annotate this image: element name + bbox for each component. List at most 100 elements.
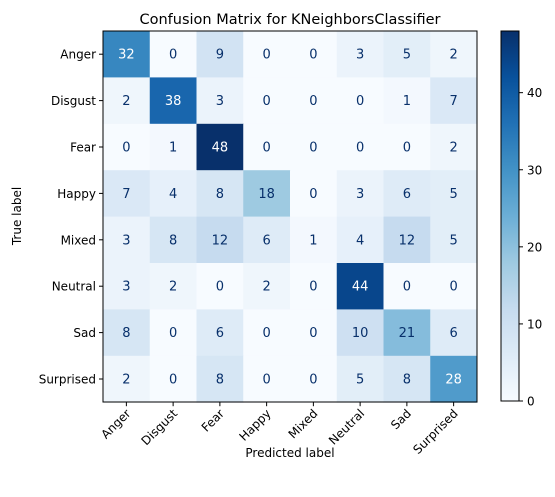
cell-value-label: 2 [122,94,130,109]
heatmap-cell [149,77,197,125]
cell-value-label: 28 [445,373,462,388]
heatmap-cell [196,355,244,403]
cell-value-label: 0 [309,280,317,295]
cell-value-label: 0 [309,326,317,341]
heatmap-cell [290,216,338,264]
x-tick-label: Happy [236,406,273,443]
cell-value-label: 0 [309,94,317,109]
heatmap-cell [290,123,338,171]
cell-value-label: 5 [449,187,457,202]
cell-value-label: 0 [403,280,411,295]
heatmap-cell [290,355,338,403]
cell-value-label: 2 [449,48,457,63]
heatmap-cell [196,170,244,218]
heatmap-cells [103,31,478,403]
cell-value-label: 6 [216,326,224,341]
x-tick-label: Surprised [410,406,460,456]
cell-value-label: 0 [262,94,270,109]
cell-value-label: 5 [356,373,364,388]
heatmap-cell [430,77,478,125]
x-tick-label: Sad [388,406,414,432]
cell-value-label: 0 [309,141,317,156]
cell-value-label: 0 [309,48,317,63]
cell-value-label: 0 [216,280,224,295]
y-tick-label: Happy [57,187,96,201]
heatmap-cell [103,170,151,218]
cell-value-label: 3 [122,280,130,295]
heatmap-cell [383,77,431,125]
heatmap-cell [430,355,478,403]
x-axis-label: Predicted label [245,446,334,460]
y-tick-label: Sad [73,326,96,340]
heatmap-cell [290,77,338,125]
heatmap-cell [336,309,384,357]
heatmap-cell [336,31,384,78]
cell-value-labels: 32 0 9 0 0 3 5 22 38 3 0 0 0 1 70 1 48 0 0 0 0 27 4 8 18 0 3 6 53 8 12… [118,48,462,388]
heatmap-cell [243,170,291,218]
cell-value-label: 2 [122,373,130,388]
cell-value-label: 8 [403,373,411,388]
cell-value-label: 18 [258,187,275,202]
heatmap-cell [290,170,338,218]
heatmap-cell [290,31,338,78]
cell-value-label: 9 [216,48,224,63]
cell-value-label: 0 [169,326,177,341]
heatmap-cell [290,309,338,357]
x-tick-label: Disgust [139,406,181,448]
cell-value-label: 1 [169,141,177,156]
cell-value-label: 38 [165,94,182,109]
cell-value-label: 0 [403,141,411,156]
cell-value-label: 2 [169,280,177,295]
heatmap-cell [430,31,478,78]
heatmap-cell [243,309,291,357]
cell-value-label: 8 [169,233,177,248]
heatmap-cell [149,263,197,310]
cell-value-label: 3 [216,94,224,109]
cell-value-label: 0 [262,48,270,63]
cell-value-label: 3 [356,187,364,202]
chart-title: Confusion Matrix for KNeighborsClassifie… [139,12,440,28]
matrix-frame [102,30,478,403]
cell-value-label: 1 [403,94,411,109]
heatmap-cell [430,309,478,357]
x-tick-label: Neutral [326,406,367,447]
x-tick-label: Mixed [286,406,321,441]
cell-value-label: 32 [118,48,135,63]
x-tick-label: Anger [98,406,133,441]
heatmap-cell [430,216,478,264]
heatmap-cell [243,123,291,171]
heatmap-cell [336,263,384,310]
y-axis-ticks: Anger Disgust Fear Happy Mixed Neutral Sad Surp… [39,48,103,387]
x-tick-label: Fear [199,406,227,434]
cell-value-label: 8 [122,326,130,341]
cell-value-label: 0 [262,373,270,388]
heatmap-cell [103,77,151,125]
heatmap-cell [383,216,431,264]
y-tick-label: Fear [70,141,96,155]
heatmap-cell [103,123,151,171]
cell-value-label: 0 [262,326,270,341]
cell-value-label: 7 [449,94,457,109]
colorbar-tick-label: 30 [527,163,542,177]
cell-value-label: 12 [212,233,229,248]
heatmap-cell [336,77,384,125]
heatmap-cell [149,309,197,357]
cell-value-label: 8 [216,373,224,388]
heatmap-cell [103,355,151,403]
y-tick-label: Mixed [61,233,96,247]
heatmap-cell [196,31,244,78]
colorbar-tick-label: 20 [527,240,542,254]
colorbar-tick-label: 40 [527,86,542,100]
heatmap-cell [243,216,291,264]
cell-value-label: 21 [399,326,416,341]
heatmap-cell [336,170,384,218]
cell-value-label: 10 [352,326,369,341]
cell-value-label: 2 [262,280,270,295]
heatmap-cell [383,263,431,310]
cell-value-label: 6 [262,233,270,248]
heatmap-cell [149,170,197,218]
heatmap-cell [243,31,291,78]
cell-value-label: 2 [449,141,457,156]
cell-value-label: 3 [122,233,130,248]
heatmap-cell [103,216,151,264]
